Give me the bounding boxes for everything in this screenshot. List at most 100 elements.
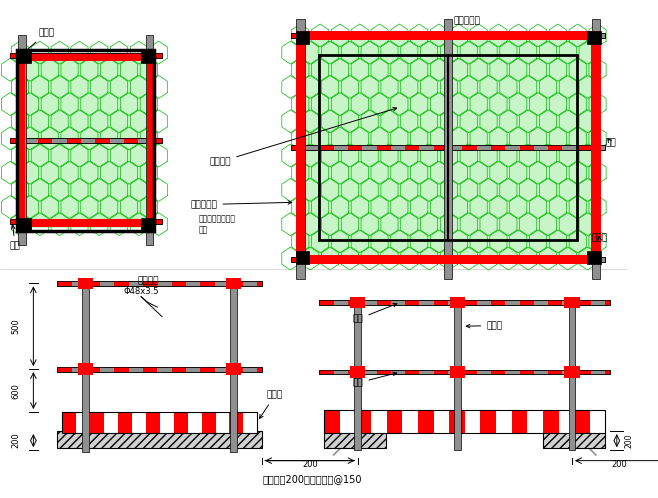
- Text: 安全网边缘: 安全网边缘: [191, 200, 291, 209]
- Bar: [319, 144, 334, 150]
- Bar: [18, 35, 26, 245]
- Bar: [17, 50, 25, 231]
- Text: 踢脚板宽200，红白相间@150: 踢脚板宽200，红白相间@150: [263, 474, 363, 484]
- Bar: [348, 144, 363, 150]
- Bar: [295, 31, 309, 44]
- Bar: [355, 410, 371, 433]
- Text: 500: 500: [12, 318, 20, 334]
- Bar: [118, 412, 132, 433]
- Bar: [17, 50, 155, 231]
- Bar: [38, 138, 53, 143]
- Text: 挡脚板: 挡脚板: [259, 391, 283, 418]
- Bar: [57, 281, 72, 286]
- Bar: [17, 218, 30, 231]
- Bar: [172, 281, 186, 286]
- Text: 应连续绑扎在拦挡: 应连续绑扎在拦挡: [198, 214, 236, 223]
- Bar: [319, 256, 334, 262]
- Text: 200: 200: [302, 460, 318, 469]
- Bar: [153, 53, 162, 58]
- Bar: [434, 256, 448, 262]
- Bar: [172, 367, 186, 372]
- Bar: [449, 410, 465, 433]
- Bar: [57, 281, 262, 286]
- Bar: [480, 410, 496, 433]
- Bar: [57, 367, 262, 372]
- Bar: [348, 300, 363, 305]
- Bar: [295, 254, 601, 264]
- Bar: [387, 410, 402, 433]
- Bar: [548, 32, 563, 38]
- Bar: [257, 281, 262, 286]
- Bar: [104, 412, 118, 433]
- Bar: [450, 366, 465, 377]
- Bar: [95, 138, 110, 143]
- Text: 横杆: 横杆: [605, 138, 616, 147]
- Bar: [450, 297, 465, 308]
- Bar: [229, 281, 243, 286]
- Bar: [434, 144, 448, 150]
- Text: 栏杆柱: 栏杆柱: [25, 28, 54, 52]
- Bar: [124, 219, 138, 224]
- Bar: [295, 31, 305, 264]
- Bar: [434, 410, 449, 433]
- Bar: [324, 410, 605, 433]
- Bar: [376, 370, 391, 374]
- Bar: [574, 410, 590, 433]
- Bar: [592, 19, 600, 278]
- Bar: [548, 370, 563, 374]
- Text: 安全平网: 安全平网: [210, 108, 397, 166]
- Bar: [577, 370, 591, 374]
- Bar: [590, 410, 605, 433]
- Bar: [9, 219, 24, 224]
- Bar: [319, 370, 334, 374]
- Bar: [295, 251, 309, 264]
- Bar: [605, 370, 610, 374]
- Bar: [82, 288, 89, 452]
- Bar: [591, 31, 601, 264]
- Bar: [291, 144, 605, 150]
- Bar: [78, 277, 93, 289]
- Bar: [9, 53, 162, 58]
- Bar: [226, 277, 241, 289]
- Bar: [434, 32, 448, 38]
- Bar: [114, 281, 129, 286]
- Bar: [57, 431, 262, 448]
- Bar: [454, 302, 461, 450]
- Text: 下杆: 下杆: [353, 372, 397, 387]
- Bar: [66, 138, 81, 143]
- Bar: [9, 138, 162, 143]
- Bar: [371, 410, 387, 433]
- Bar: [57, 281, 262, 286]
- Bar: [291, 144, 305, 150]
- Bar: [230, 288, 237, 452]
- Bar: [569, 302, 575, 450]
- Bar: [559, 410, 574, 433]
- Bar: [491, 370, 505, 374]
- Bar: [132, 412, 145, 433]
- Bar: [143, 367, 157, 372]
- Bar: [20, 53, 151, 228]
- Bar: [62, 412, 257, 433]
- Bar: [418, 410, 434, 433]
- Bar: [291, 256, 605, 262]
- Bar: [66, 219, 81, 224]
- Bar: [443, 19, 452, 278]
- Bar: [465, 410, 480, 433]
- Bar: [124, 53, 138, 58]
- Bar: [348, 256, 363, 262]
- Bar: [463, 370, 476, 374]
- Bar: [295, 31, 601, 40]
- Bar: [587, 31, 601, 44]
- Bar: [319, 370, 610, 374]
- Bar: [153, 219, 162, 224]
- Bar: [114, 367, 129, 372]
- Bar: [9, 53, 24, 58]
- Bar: [405, 300, 419, 305]
- Text: 横杆: 横杆: [9, 225, 20, 250]
- Bar: [376, 300, 391, 305]
- Bar: [520, 32, 534, 38]
- Bar: [141, 50, 155, 63]
- Bar: [201, 412, 216, 433]
- Text: 栏杆柱: 栏杆柱: [467, 321, 502, 330]
- Bar: [319, 300, 610, 305]
